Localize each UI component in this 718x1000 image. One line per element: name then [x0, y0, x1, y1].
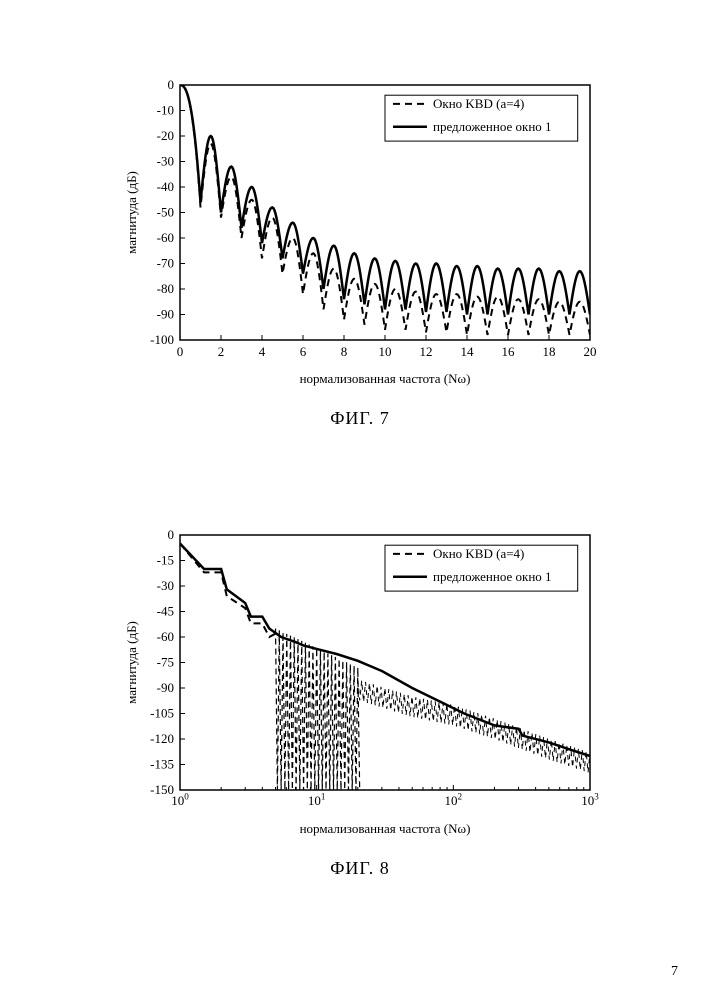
page: 0-10-20-30-40-50-60-70-80-90-10002468101…: [0, 0, 718, 1000]
xtick-label: 101: [297, 792, 337, 812]
ylabel: магнитуда (дБ): [124, 171, 139, 254]
ytick-label: -105: [150, 706, 174, 721]
legend-label: Окно KBD (a=4): [433, 546, 524, 561]
ytick-label: -100: [150, 332, 174, 347]
xtick-label: 16: [502, 344, 516, 359]
xtick-label: 2: [218, 344, 225, 359]
fig8-chart: 0-15-30-45-60-75-90-105-120-135-15010010…: [120, 525, 600, 845]
xtick-label: 100: [160, 792, 200, 812]
xtick-label: 18: [543, 344, 556, 359]
fig7-caption: ФИГ. 7: [120, 408, 600, 429]
ytick-label: 0: [168, 527, 175, 542]
ytick-label: -70: [157, 256, 174, 271]
xtick-label: 10: [379, 344, 392, 359]
xtick-label: 20: [584, 344, 597, 359]
ytick-label: -45: [157, 604, 174, 619]
ytick-label: -120: [150, 731, 174, 746]
ytick-label: -90: [157, 307, 174, 322]
ytick-label: -20: [157, 128, 174, 143]
xtick-label: 102: [433, 792, 473, 812]
legend-label: предложенное окно 1: [433, 569, 552, 584]
ytick-label: 0: [168, 77, 175, 92]
xlabel: нормализованная частота (Nω): [300, 371, 471, 386]
xtick-label: 4: [259, 344, 266, 359]
xtick-label: 14: [461, 344, 475, 359]
fig7-chart: 0-10-20-30-40-50-60-70-80-90-10002468101…: [120, 75, 600, 395]
ytick-label: -135: [150, 757, 174, 772]
ytick-label: -80: [157, 281, 174, 296]
xtick-label: 0: [177, 344, 184, 359]
ytick-label: -30: [157, 154, 174, 169]
ytick-label: -10: [157, 103, 174, 118]
ylabel: магнитуда (дБ): [124, 621, 139, 704]
ytick-label: -75: [157, 655, 174, 670]
legend-label: Окно KBD (a=4): [433, 96, 524, 111]
ytick-label: -90: [157, 680, 174, 695]
figure-8: 0-15-30-45-60-75-90-105-120-135-15010010…: [120, 525, 600, 879]
fig8-caption: ФИГ. 8: [120, 858, 600, 879]
xtick-label: 8: [341, 344, 348, 359]
legend-label: предложенное окно 1: [433, 119, 552, 134]
xlabel: нормализованная частота (Nω): [300, 821, 471, 836]
figure-7: 0-10-20-30-40-50-60-70-80-90-10002468101…: [120, 75, 600, 429]
page-number: 7: [671, 964, 678, 980]
ytick-label: -40: [157, 179, 174, 194]
ytick-label: -15: [157, 553, 174, 568]
xtick-label: 6: [300, 344, 307, 359]
xtick-label: 12: [420, 344, 433, 359]
ytick-label: -50: [157, 205, 174, 220]
ytick-label: -30: [157, 578, 174, 593]
ytick-label: -60: [157, 629, 174, 644]
xtick-label: 103: [570, 792, 600, 812]
ytick-label: -60: [157, 230, 174, 245]
